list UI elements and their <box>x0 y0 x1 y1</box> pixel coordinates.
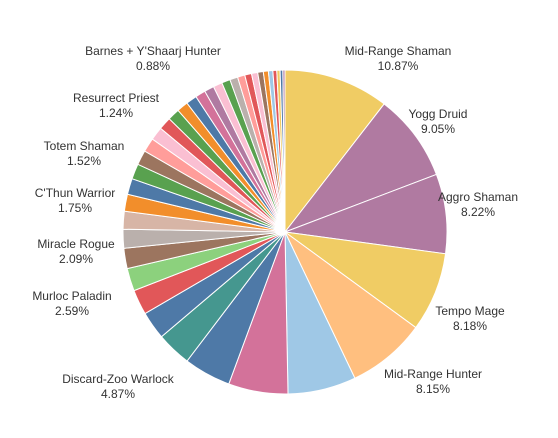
slice-label-10: Murloc Paladin <box>32 289 111 303</box>
slice-percent-2: 8.22% <box>461 205 495 219</box>
slice-label-1: Yogg Druid <box>409 107 468 121</box>
pie-slice-39[interactable] <box>282 69 286 233</box>
slice-percent-15: 1.75% <box>58 201 92 215</box>
slice-percent-7: 4.87% <box>101 387 135 401</box>
slice-percent-22: 1.24% <box>99 106 133 120</box>
slice-label-22: Resurrect Priest <box>73 91 160 105</box>
pie-slices <box>122 69 448 395</box>
pie-slice-1[interactable] <box>283 103 438 234</box>
slice-label-12: Miracle Rogue <box>37 237 115 251</box>
slice-label-2: Aggro Shaman <box>438 190 518 204</box>
slice-label-4: Mid-Range Hunter <box>384 367 482 381</box>
slice-percent-18: 1.52% <box>67 154 101 168</box>
pie-slice-0[interactable] <box>284 69 385 234</box>
slice-percent-12: 2.09% <box>59 252 93 266</box>
slice-percent-4: 8.15% <box>416 382 450 396</box>
slice-label-15: C'Thun Warrior <box>35 186 116 200</box>
slice-label-3: Tempo Mage <box>435 304 505 318</box>
slice-label-28: Barnes + Y'Shaarj Hunter <box>85 44 221 58</box>
slice-percent-0: 10.87% <box>378 59 419 73</box>
slice-label-18: Totem Shaman <box>44 139 125 153</box>
slice-label-7: Discard-Zoo Warlock <box>62 372 175 386</box>
slice-label-0: Mid-Range Shaman <box>345 44 452 58</box>
slice-percent-3: 8.18% <box>453 319 487 333</box>
slice-percent-28: 0.88% <box>136 59 170 73</box>
slice-percent-1: 9.05% <box>421 122 455 136</box>
slice-percent-10: 2.59% <box>55 304 89 318</box>
